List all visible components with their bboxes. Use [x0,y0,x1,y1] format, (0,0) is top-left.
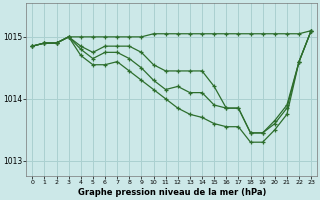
X-axis label: Graphe pression niveau de la mer (hPa): Graphe pression niveau de la mer (hPa) [77,188,266,197]
